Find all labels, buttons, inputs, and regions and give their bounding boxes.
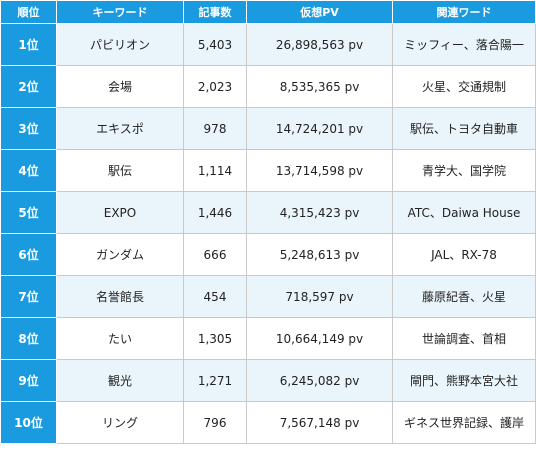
keyword-cell: 観光 <box>56 359 184 402</box>
pv-cell: 4,315,423 pv <box>246 191 393 234</box>
related-cell: 世論調査、首相 <box>392 317 536 360</box>
related-cell: 火星、交通規制 <box>392 65 536 108</box>
articles-cell: 1,446 <box>183 191 247 234</box>
rank-cell: 9位 <box>0 359 57 402</box>
header-articles: 記事数 <box>183 0 247 24</box>
keyword-cell: エキスポ <box>56 107 184 150</box>
pv-cell: 718,597 pv <box>246 275 393 318</box>
table-row: 9位 観光 1,271 6,245,082 pv 閘門、熊野本宮大社 <box>0 359 536 402</box>
rank-cell: 4位 <box>0 149 57 192</box>
articles-cell: 796 <box>183 401 247 444</box>
pv-cell: 5,248,613 pv <box>246 233 393 276</box>
articles-cell: 666 <box>183 233 247 276</box>
table-row: 4位 駅伝 1,114 13,714,598 pv 青学大、国学院 <box>0 149 536 192</box>
rank-cell: 3位 <box>0 107 57 150</box>
related-cell: 青学大、国学院 <box>392 149 536 192</box>
pv-cell: 14,724,201 pv <box>246 107 393 150</box>
articles-cell: 1,305 <box>183 317 247 360</box>
pv-cell: 10,664,149 pv <box>246 317 393 360</box>
rank-cell: 2位 <box>0 65 57 108</box>
keyword-cell: ガンダム <box>56 233 184 276</box>
keyword-cell: 会場 <box>56 65 184 108</box>
rank-cell: 6位 <box>0 233 57 276</box>
pv-cell: 6,245,082 pv <box>246 359 393 402</box>
pv-cell: 7,567,148 pv <box>246 401 393 444</box>
table-row: 5位 EXPO 1,446 4,315,423 pv ATC、Daiwa Hou… <box>0 191 536 234</box>
keyword-cell: たい <box>56 317 184 360</box>
rank-cell: 1位 <box>0 23 57 66</box>
table-row: 3位 エキスポ 978 14,724,201 pv 駅伝、トヨタ自動車 <box>0 107 536 150</box>
articles-cell: 978 <box>183 107 247 150</box>
related-cell: ATC、Daiwa House <box>392 191 536 234</box>
table-header: 順位 キーワード 記事数 仮想PV 関連ワード <box>0 0 536 24</box>
header-rank: 順位 <box>0 0 57 24</box>
related-cell: JAL、RX-78 <box>392 233 536 276</box>
pv-cell: 26,898,563 pv <box>246 23 393 66</box>
header-related: 関連ワード <box>392 0 536 24</box>
related-cell: ミッフィー、落合陽一 <box>392 23 536 66</box>
articles-cell: 1,114 <box>183 149 247 192</box>
related-cell: ギネス世界記録、護岸 <box>392 401 536 444</box>
keyword-cell: リング <box>56 401 184 444</box>
keyword-cell: 駅伝 <box>56 149 184 192</box>
table-row: 10位 リング 796 7,567,148 pv ギネス世界記録、護岸 <box>0 401 536 444</box>
header-keyword: キーワード <box>56 0 184 24</box>
rank-cell: 8位 <box>0 317 57 360</box>
related-cell: 藤原紀香、火星 <box>392 275 536 318</box>
keyword-cell: パビリオン <box>56 23 184 66</box>
articles-cell: 1,271 <box>183 359 247 402</box>
articles-cell: 454 <box>183 275 247 318</box>
keyword-cell: 名誉館長 <box>56 275 184 318</box>
table-row: 8位 たい 1,305 10,664,149 pv 世論調査、首相 <box>0 317 536 360</box>
table-row: 7位 名誉館長 454 718,597 pv 藤原紀香、火星 <box>0 275 536 318</box>
table-row: 1位 パビリオン 5,403 26,898,563 pv ミッフィー、落合陽一 <box>0 23 536 66</box>
table-row: 6位 ガンダム 666 5,248,613 pv JAL、RX-78 <box>0 233 536 276</box>
header-row: 順位 キーワード 記事数 仮想PV 関連ワード <box>0 0 536 24</box>
keyword-cell: EXPO <box>56 191 184 234</box>
header-pv: 仮想PV <box>246 0 393 24</box>
related-cell: 駅伝、トヨタ自動車 <box>392 107 536 150</box>
table-body: 1位 パビリオン 5,403 26,898,563 pv ミッフィー、落合陽一 … <box>0 23 536 444</box>
rank-cell: 10位 <box>0 401 57 444</box>
table-row: 2位 会場 2,023 8,535,365 pv 火星、交通規制 <box>0 65 536 108</box>
articles-cell: 5,403 <box>183 23 247 66</box>
rank-cell: 5位 <box>0 191 57 234</box>
articles-cell: 2,023 <box>183 65 247 108</box>
rank-cell: 7位 <box>0 275 57 318</box>
related-cell: 閘門、熊野本宮大社 <box>392 359 536 402</box>
pv-cell: 8,535,365 pv <box>246 65 393 108</box>
pv-cell: 13,714,598 pv <box>246 149 393 192</box>
